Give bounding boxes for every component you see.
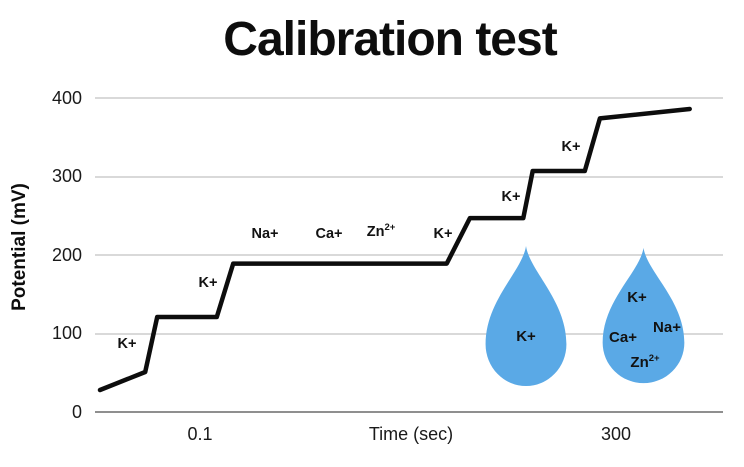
drop1-ion-k: K+ [516, 328, 536, 345]
x-axis-line [95, 411, 723, 413]
ion-label-k5: K+ [561, 139, 581, 155]
ion-label-ca: Ca+ [315, 226, 343, 242]
water-drop-icon [485, 245, 567, 387]
drop2-ion-k: K+ [627, 289, 647, 306]
chart-title: Calibration test [223, 13, 557, 66]
drop2-ion-zn: Zn2+ [630, 353, 660, 371]
x-axis-title: Time (sec) [368, 424, 454, 444]
x-tick-0.1: 0.1 [187, 424, 213, 444]
ion-label-k2: K+ [198, 275, 218, 291]
gridline-400 [95, 97, 723, 99]
ion-label-zn: Zn2+ [366, 222, 396, 240]
drop2-ion-na: Na+ [653, 319, 681, 336]
ion-label-k4: K+ [501, 189, 521, 205]
y-axis-title: Potential (mV) [9, 183, 30, 311]
x-tick-300: 300 [600, 424, 632, 444]
ion-label-k3: K+ [433, 226, 453, 242]
gridline-300 [95, 176, 723, 178]
y-tick-100: 100 [51, 323, 82, 343]
water-drop-icon [602, 247, 685, 384]
ion-label-na: Na+ [251, 226, 279, 242]
y-tick-400: 400 [51, 88, 82, 108]
y-tick-0: 0 [71, 402, 82, 422]
y-tick-200: 200 [51, 245, 82, 265]
y-tick-300: 300 [51, 166, 82, 186]
ion-label-k1: K+ [117, 336, 137, 352]
drop2-ion-ca: Ca+ [609, 329, 637, 346]
